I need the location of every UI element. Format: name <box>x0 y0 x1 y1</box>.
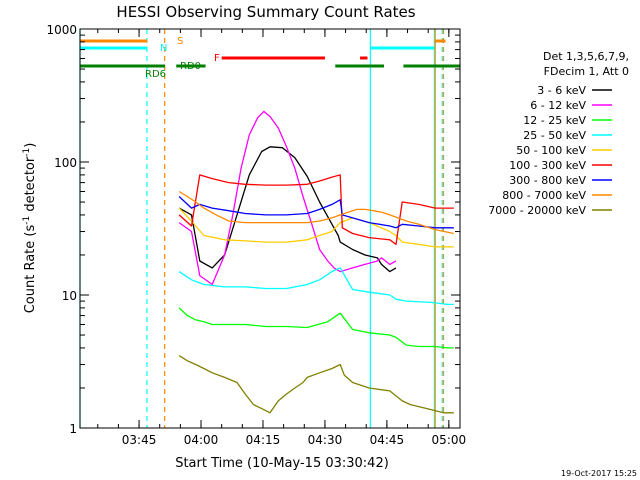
y-axis-label-part3: ) <box>23 143 38 148</box>
legend-label-2: 12 - 25 keV <box>523 114 586 127</box>
vertical-markers <box>79 29 445 428</box>
series-line-5 <box>178 174 454 246</box>
x-axis-label: Start Time (10-May-15 03:30:42) <box>175 456 389 471</box>
y-tick-label-0: 1 <box>69 422 77 436</box>
y-axis-label: Count Rate (s-1 detector-1) <box>22 143 38 314</box>
footer-date: 19-Oct-2017 15:25 <box>561 469 637 478</box>
series-line-8 <box>178 355 454 414</box>
legend-header-line2: FDecim 1, Att 0 <box>544 65 629 78</box>
legend-label-3: 25 - 50 keV <box>523 129 586 142</box>
y-axis-label-sup1: -1 <box>22 216 32 225</box>
series-line-1 <box>178 110 397 286</box>
x-tick-label-3: 04:30 <box>308 433 343 447</box>
legend-label-1: 6 - 12 keV <box>530 99 586 112</box>
y-tick-label-3: 1000 <box>46 23 77 37</box>
y-tick-label-1: 10 <box>62 289 77 303</box>
series-line-0 <box>178 146 397 273</box>
legend-header-line1: Det 1,3,5,6,7,9, <box>543 50 629 63</box>
state-bars: SN F RD0 RD6 <box>80 36 460 80</box>
legend: Det 1,3,5,6,7,9, FDecim 1, Att 0 3 - 6 k… <box>488 50 629 217</box>
series-lines <box>178 110 454 414</box>
series-line-6 <box>178 196 454 229</box>
y-axis-label-part2: detector <box>23 156 38 216</box>
series-line-4 <box>178 207 454 248</box>
state-label-S: S <box>177 36 183 47</box>
y-tick-label-2: 100 <box>54 156 77 170</box>
y-axis-label-part1: Count Rate (s <box>23 225 38 314</box>
state-label-N: N <box>160 43 167 54</box>
x-tick-label-2: 04:15 <box>246 433 281 447</box>
legend-label-6: 300 - 800 keV <box>509 174 586 187</box>
series-line-2 <box>178 307 454 349</box>
series-line-7 <box>178 190 454 235</box>
legend-label-7: 800 - 7000 keV <box>502 189 586 202</box>
legend-label-8: 7000 - 20000 keV <box>488 204 586 217</box>
chart-title: HESSI Observing Summary Count Rates <box>116 3 415 21</box>
legend-label-4: 50 - 100 keV <box>516 144 586 157</box>
state-label-RD6: RD6 <box>145 69 166 80</box>
state-label-RD0: RD0 <box>180 61 201 72</box>
x-tick-label-1: 04:00 <box>184 433 219 447</box>
plot-frame <box>79 28 461 429</box>
legend-label-0: 3 - 6 keV <box>537 84 586 97</box>
legend-label-5: 100 - 300 keV <box>509 159 586 172</box>
x-tick-label-4: 04:45 <box>370 433 405 447</box>
y-axis-label-sup2: -1 <box>22 148 32 157</box>
series-line-3 <box>178 267 454 306</box>
axis-ticks: 03:45 04:00 04:15 04:30 04:45 05:00 1 10 100 1000 <box>46 23 466 447</box>
x-tick-label-0: 03:45 <box>122 433 157 447</box>
state-label-F: F <box>214 53 220 64</box>
x-tick-label-5: 05:00 <box>432 433 467 447</box>
